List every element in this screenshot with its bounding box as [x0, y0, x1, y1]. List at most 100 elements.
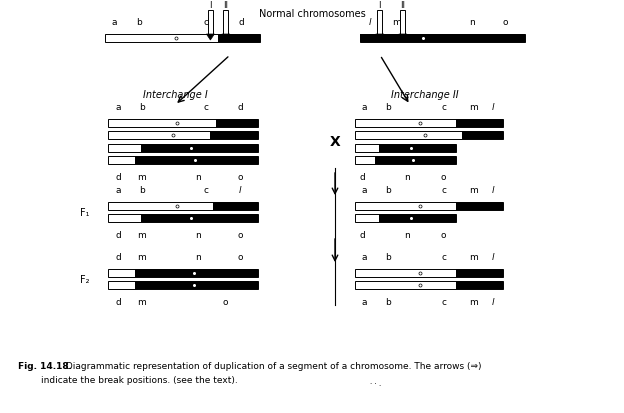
Bar	[401, 11, 406, 35]
Bar	[108, 132, 210, 140]
Text: c: c	[203, 185, 208, 195]
Text: n: n	[404, 230, 410, 240]
Polygon shape	[222, 35, 230, 41]
Bar	[355, 214, 379, 223]
Text: Interchange II: Interchange II	[391, 90, 459, 100]
Text: o: o	[237, 230, 243, 240]
Polygon shape	[399, 35, 407, 41]
Bar	[108, 202, 258, 211]
Text: I: I	[209, 1, 212, 10]
Text: a: a	[115, 103, 121, 112]
Bar	[108, 281, 258, 289]
Text: a: a	[361, 185, 367, 195]
Bar	[355, 202, 503, 211]
Bar	[216, 120, 258, 128]
Bar	[360, 35, 525, 43]
Bar	[355, 269, 456, 277]
Bar	[456, 202, 503, 211]
Text: Fig. 14.18.: Fig. 14.18.	[18, 361, 72, 370]
Bar	[108, 269, 135, 277]
Bar	[208, 11, 213, 35]
Text: n: n	[469, 18, 475, 27]
Text: II: II	[223, 1, 228, 10]
Text: l: l	[491, 103, 494, 112]
Text: n: n	[195, 173, 201, 182]
Text: b: b	[384, 297, 391, 306]
Bar	[355, 132, 503, 140]
Bar	[379, 214, 456, 223]
Text: m: m	[469, 185, 478, 195]
Text: n: n	[195, 230, 201, 240]
Text: F₁: F₁	[80, 207, 90, 218]
Bar	[108, 145, 258, 153]
Text: o: o	[502, 18, 508, 27]
Text: o: o	[237, 173, 243, 182]
Bar	[355, 281, 503, 289]
Bar	[355, 214, 456, 223]
Bar	[218, 35, 260, 43]
Bar	[355, 145, 456, 153]
Text: d: d	[115, 230, 122, 240]
Text: m: m	[469, 297, 478, 306]
Text: o: o	[441, 230, 446, 240]
Text: c: c	[441, 297, 446, 306]
Text: Diagrammatic representation of duplication of a segment of a chromosome. The arr: Diagrammatic representation of duplicati…	[63, 361, 482, 370]
Bar	[355, 120, 503, 128]
Text: c: c	[441, 103, 446, 112]
Text: m: m	[137, 252, 145, 261]
Bar	[456, 281, 503, 289]
Bar	[213, 202, 258, 211]
Bar	[223, 11, 228, 35]
Bar	[355, 120, 456, 128]
Bar	[108, 202, 213, 211]
Bar	[108, 132, 258, 140]
Polygon shape	[376, 35, 384, 41]
Bar	[108, 281, 135, 289]
Bar	[456, 120, 503, 128]
Bar	[379, 145, 456, 153]
Text: d: d	[115, 297, 122, 306]
Text: b: b	[140, 185, 145, 195]
Text: a: a	[361, 297, 367, 306]
Text: b: b	[136, 18, 142, 27]
Bar	[108, 157, 135, 165]
Text: m: m	[392, 18, 401, 27]
Bar	[360, 35, 525, 43]
Text: b: b	[384, 103, 391, 112]
Bar	[108, 145, 141, 153]
Bar	[355, 269, 503, 277]
Bar	[135, 269, 258, 277]
Text: d: d	[115, 173, 122, 182]
Text: l: l	[239, 185, 241, 195]
Text: c: c	[441, 185, 446, 195]
Text: l: l	[491, 252, 494, 261]
Bar	[108, 269, 258, 277]
Text: c: c	[441, 252, 446, 261]
Text: X: X	[329, 135, 340, 149]
Bar	[105, 35, 218, 43]
Text: a: a	[361, 252, 367, 261]
Bar	[108, 214, 258, 223]
Bar	[108, 120, 258, 128]
Bar	[355, 132, 462, 140]
Text: o: o	[222, 297, 228, 306]
Bar	[378, 11, 383, 35]
Text: b: b	[384, 252, 391, 261]
Polygon shape	[207, 35, 215, 41]
Text: d: d	[237, 103, 243, 112]
Bar	[210, 132, 258, 140]
Text: · · .: · · .	[370, 380, 381, 386]
Text: indicate the break positions. (see the text).: indicate the break positions. (see the t…	[41, 375, 238, 384]
Bar	[141, 214, 258, 223]
Text: n: n	[404, 173, 410, 182]
Text: F₂: F₂	[80, 274, 90, 284]
Text: o: o	[441, 173, 446, 182]
Text: d: d	[359, 230, 365, 240]
Text: m: m	[469, 103, 478, 112]
Text: d: d	[238, 18, 244, 27]
Text: d: d	[359, 173, 365, 182]
Text: l: l	[491, 297, 494, 306]
Text: I: I	[379, 1, 381, 10]
Bar	[355, 145, 379, 153]
Text: d: d	[115, 252, 122, 261]
